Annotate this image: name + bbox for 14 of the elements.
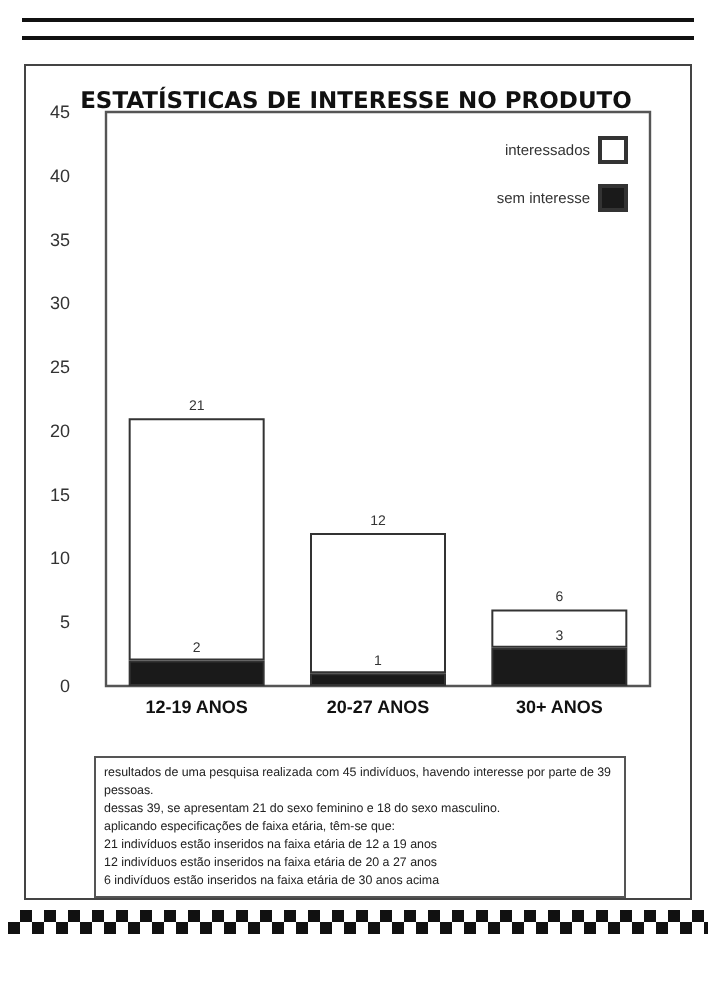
y-tick-label: 35 [49,229,70,250]
y-tick-label: 5 [59,612,70,633]
y-tick-label: 15 [49,484,70,505]
y-tick-label: 45 [49,102,70,122]
y-tick-label: 0 [59,676,70,696]
y-tick-label: 30 [49,293,70,314]
chart-title: ESTATÍSTICAS DE INTERESSE NO PRODUTO [80,86,633,114]
x-tick-label: 12-19 ANOS [145,697,248,717]
y-tick-label: 20 [49,420,70,441]
y-tick-label: 25 [49,357,70,378]
x-tick-label: 30+ ANOS [515,697,603,717]
y-tick-label: 40 [49,165,70,186]
x-tick-label: 20-27 ANOS [326,697,430,717]
y-tick-label: 10 [49,548,70,569]
